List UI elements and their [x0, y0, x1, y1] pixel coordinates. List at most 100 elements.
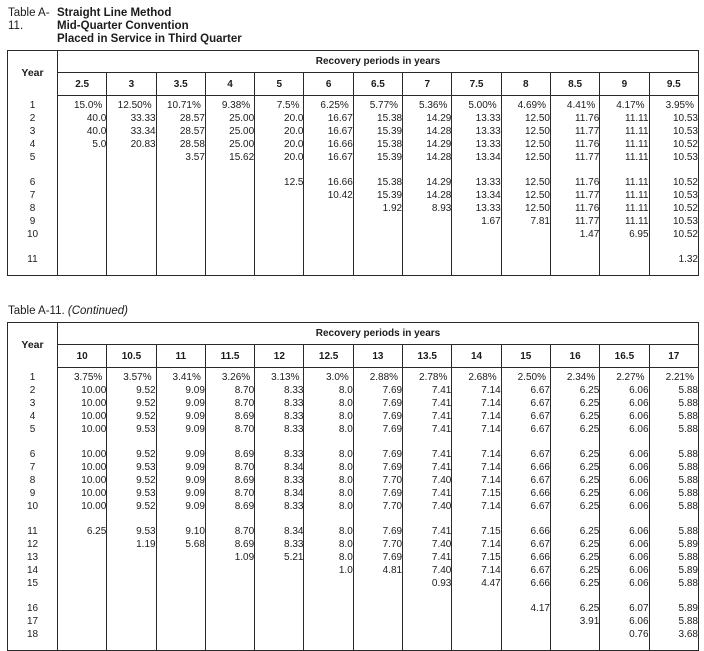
value-cell [156, 602, 206, 615]
value-cell: 11.11 [599, 176, 650, 189]
value-cell: 5.77% [353, 95, 404, 112]
value-cell: 11.77 [550, 125, 601, 138]
value-cell: 13.33 [451, 176, 502, 189]
value-cell [353, 266, 404, 276]
value-cell: 9.09 [156, 474, 206, 487]
table1-title-line-1: Straight Line Method [57, 7, 172, 19]
value-cell: 8.0 [303, 487, 354, 500]
value-cell: 6.06 [599, 551, 650, 564]
year-row-17: 17 3.91 6.06 5.88 [7, 615, 699, 628]
value-cell: 40.0 [57, 112, 108, 125]
value-cell: 10.52 [672, 229, 698, 240]
value-cell: 12.50 [501, 112, 551, 125]
year-cell: 7 [7, 461, 58, 474]
value-cell: 8.34 [254, 487, 305, 500]
value-cell [156, 164, 206, 176]
value-cell: 7.15 [451, 551, 502, 564]
value-cell: 6.25 [550, 487, 601, 500]
value-cell [353, 513, 404, 525]
value-cell: 8.0 [303, 423, 354, 436]
value-cell: 9.38% [205, 95, 256, 112]
value-cell [501, 436, 551, 448]
value-cell: 9.09 [156, 487, 206, 500]
value-cell [57, 189, 108, 202]
value-cell [649, 266, 698, 276]
value-cell: 6.67 [501, 448, 551, 461]
value-cell: 7.69 [353, 410, 404, 423]
value-cell: 8.33 [254, 474, 305, 487]
value-cell: 4.81 [353, 564, 404, 577]
value-cell [57, 564, 108, 577]
value-cell [57, 513, 108, 525]
header-row-1: Year Recovery periods in years [7, 322, 699, 368]
year-cell: 16 [7, 602, 58, 615]
value-cell: 10.00 [57, 397, 108, 410]
value-cell [353, 164, 404, 176]
value-cell: 6.25 [550, 461, 601, 474]
year-cell: 10 [7, 500, 58, 513]
value-cell: 15.39 [353, 151, 404, 164]
value-cell: 3.91 [550, 615, 601, 628]
value-cell: 8.0 [303, 538, 354, 551]
value-cell [254, 436, 305, 448]
value-cell: 0.93 [402, 577, 453, 590]
value-cell [156, 590, 206, 602]
value-cell: 7.69 [353, 448, 404, 461]
value-cell [303, 577, 354, 590]
value-cell [57, 228, 108, 241]
value-cell: 11.76 [550, 138, 601, 151]
value-cell: 33.34 [106, 125, 157, 138]
value-cell [106, 253, 157, 266]
column-header-3.5: 3.5 [156, 72, 206, 96]
value-cell: 10.42 [303, 189, 354, 202]
value-cell [402, 241, 453, 253]
value-cell: 6.06 [599, 397, 650, 410]
value-cell [599, 253, 650, 266]
value-cell [353, 215, 404, 228]
value-cell [57, 215, 108, 228]
value-cell: 10.52 [672, 177, 698, 188]
value-cell: 5.88 [678, 462, 698, 473]
value-cell: 6.67 [501, 564, 551, 577]
value-cell: 13.33 [451, 112, 502, 125]
value-cell [451, 513, 502, 525]
value-cell [156, 228, 206, 241]
value-cell [303, 436, 354, 448]
value-cell: 8.0 [303, 397, 354, 410]
value-cell [57, 151, 108, 164]
value-cell: 6.06 [599, 564, 650, 577]
value-cell: 6.67 [501, 410, 551, 423]
value-cell: 6.66 [501, 487, 551, 500]
value-cell: 20.0 [254, 125, 305, 138]
value-cell: 12.50 [501, 125, 551, 138]
value-cell [205, 228, 256, 241]
value-cell [599, 436, 650, 448]
value-cell: 6.66 [501, 461, 551, 474]
table2-label: Table A-11. [8, 305, 65, 317]
value-cell [106, 615, 157, 628]
value-cell: 7.14 [451, 423, 502, 436]
value-cell [402, 513, 453, 525]
value-cell [106, 189, 157, 202]
value-cell: 10.00 [57, 474, 108, 487]
column-header-8: 8 [501, 72, 551, 96]
value-cell: 7.70 [353, 538, 404, 551]
value-cell [501, 241, 551, 253]
value-cell: 8.0 [303, 500, 354, 513]
value-cell [57, 176, 108, 189]
value-cell [451, 602, 502, 615]
value-cell [205, 241, 256, 253]
value-cell: 13.34 [451, 151, 502, 164]
value-cell [303, 266, 354, 276]
column-header-8.5: 8.5 [550, 72, 601, 96]
value-cell [254, 564, 305, 577]
value-cell [205, 628, 256, 641]
value-cell: 15.39 [353, 125, 404, 138]
value-cell: 8.70 [205, 461, 256, 474]
year-cell [7, 590, 58, 602]
value-cell [353, 615, 404, 628]
value-cell: 8.69 [205, 410, 256, 423]
value-cell [156, 202, 206, 215]
value-cell: 7.14 [451, 474, 502, 487]
value-cell: 2.78% [402, 367, 453, 384]
